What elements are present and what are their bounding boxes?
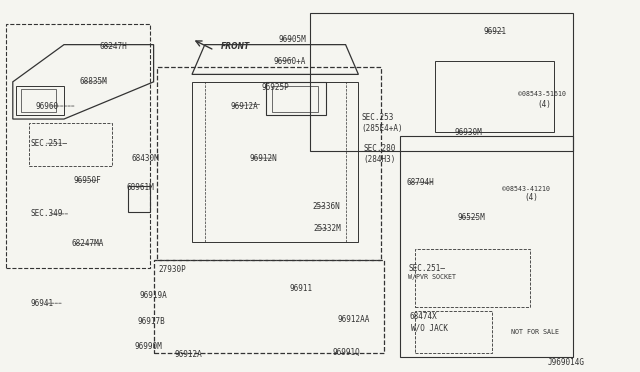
Text: 96912N: 96912N xyxy=(250,154,277,163)
Text: 96941: 96941 xyxy=(31,299,54,308)
Text: 96917B: 96917B xyxy=(138,317,165,326)
Text: FRONT: FRONT xyxy=(221,42,250,51)
Bar xyxy=(16,86,64,115)
Text: (285E4+A): (285E4+A) xyxy=(362,124,403,133)
Text: 96905M: 96905M xyxy=(278,35,306,44)
Text: (284H3): (284H3) xyxy=(364,155,396,164)
Bar xyxy=(435,61,554,132)
Text: 96525M: 96525M xyxy=(458,213,485,222)
Text: (4): (4) xyxy=(538,100,552,109)
Text: SEC.253: SEC.253 xyxy=(362,113,394,122)
Text: ©08543-41210: ©08543-41210 xyxy=(502,186,550,192)
Text: 25332M: 25332M xyxy=(314,224,341,233)
Bar xyxy=(272,86,318,112)
Text: J969014G: J969014G xyxy=(547,358,584,367)
Text: 96912AA: 96912AA xyxy=(338,315,371,324)
Text: 96921: 96921 xyxy=(483,27,506,36)
Text: SEC.251—: SEC.251— xyxy=(408,264,445,273)
Text: 68430M: 68430M xyxy=(131,154,159,163)
Text: W/PVR SOCKET: W/PVR SOCKET xyxy=(408,274,456,280)
Text: 96990M: 96990M xyxy=(134,342,162,351)
Text: 68835M: 68835M xyxy=(80,77,108,86)
Text: 68961M: 68961M xyxy=(127,183,154,192)
Text: 68247H: 68247H xyxy=(99,42,127,51)
Text: 27930P: 27930P xyxy=(159,265,186,274)
Text: 96930M: 96930M xyxy=(454,128,482,137)
Text: SEC.349: SEC.349 xyxy=(31,209,63,218)
Text: 96912A: 96912A xyxy=(174,350,202,359)
Text: 96912A: 96912A xyxy=(230,102,258,110)
Text: 96960+A: 96960+A xyxy=(274,57,307,66)
Text: 96991Q: 96991Q xyxy=(333,348,360,357)
Text: 96911: 96911 xyxy=(289,284,312,293)
Text: ©08543-51610: ©08543-51610 xyxy=(518,91,566,97)
Text: 96919A: 96919A xyxy=(140,291,167,300)
Text: 96950F: 96950F xyxy=(74,176,101,185)
Text: 25336N: 25336N xyxy=(312,202,340,211)
Text: NOT FOR SALE: NOT FOR SALE xyxy=(511,329,559,335)
Text: 68247MA: 68247MA xyxy=(72,239,104,248)
Text: SEC.251—: SEC.251— xyxy=(31,139,68,148)
Text: 96925P: 96925P xyxy=(261,83,289,92)
Text: (4): (4) xyxy=(525,193,539,202)
Text: SEC.280: SEC.280 xyxy=(364,144,396,153)
Text: W/O JACK: W/O JACK xyxy=(411,324,448,333)
Bar xyxy=(21,89,56,112)
Bar xyxy=(266,82,326,115)
Text: 68474X: 68474X xyxy=(410,312,437,321)
Text: 96960: 96960 xyxy=(35,102,58,110)
Text: 68794H: 68794H xyxy=(406,178,434,187)
